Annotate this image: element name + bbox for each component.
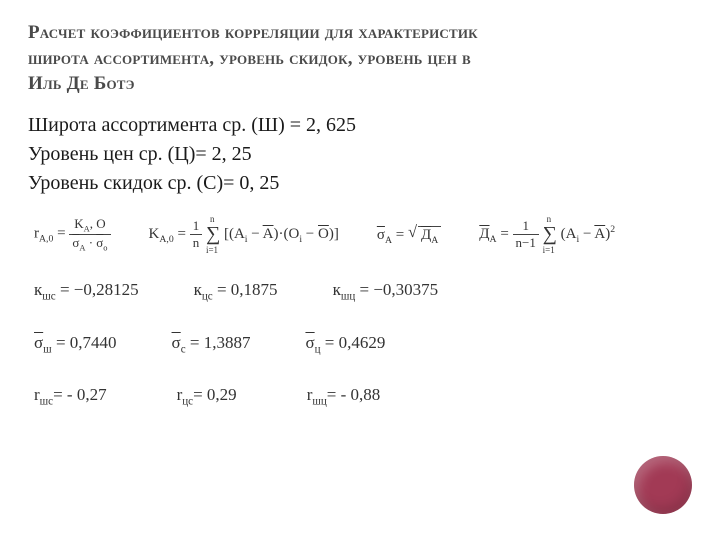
r-cs: rцс= 0,29 — [177, 385, 237, 407]
r-shc: rшц= - 0,88 — [307, 385, 381, 407]
formula-r: rA,0 = KA, O σA · σo — [34, 216, 111, 252]
slide-title: Расчет коэффициентов корреляции для хара… — [28, 20, 692, 97]
k-shc: кшц = −0,30375 — [333, 280, 439, 302]
formula-row-r-values: rшс= - 0,27 rцс= 0,29 rшц= - 0,88 — [28, 385, 692, 407]
sigma-ts: σц = 0,4629 — [305, 333, 385, 355]
k-cs: кцс = 0,1875 — [194, 280, 278, 302]
formula-sigma: σA = √ДA — [377, 222, 441, 246]
formula-row-k-values: кшс = −0,28125 кцс = 0,1875 кшц = −0,303… — [28, 280, 692, 302]
title-line-2: широта ассортимента, уровень скидок, уро… — [28, 48, 471, 69]
decorative-circle — [634, 456, 692, 514]
avg-discounts: Уровень скидок ср. (С)= 0, 25 — [28, 172, 279, 194]
formula-d: ДA = 1n−1 ∑ni=1 (Ai − A)2 — [479, 218, 615, 251]
formula-row-sigma-values: σш = 0,7440 σс = 1,3887 σц = 0,4629 — [28, 333, 692, 355]
averages-paragraph: Широта ассортимента ср. (Ш) = 2, 625 Уро… — [28, 111, 692, 198]
avg-width: Широта ассортимента ср. (Ш) = 2, 625 — [28, 114, 356, 136]
title-line-1: Расчет коэффициентов корреляции для хара… — [28, 22, 478, 43]
sigma-sh: σш = 0,7440 — [34, 333, 117, 355]
formula-row-definitions: rA,0 = KA, O σA · σo KA,0 = 1n ∑ni=1 [(A… — [28, 216, 692, 252]
r-shs: rшс= - 0,27 — [34, 385, 107, 407]
sigma-c: σс = 1,3887 — [172, 333, 251, 355]
avg-prices: Уровень цен ср. (Ц)= 2, 25 — [28, 143, 252, 165]
slide: Расчет коэффициентов корреляции для хара… — [0, 0, 720, 540]
k-shs: кшс = −0,28125 — [34, 280, 139, 302]
title-line-3: Иль Де Ботэ — [28, 73, 135, 94]
formula-k: KA,0 = 1n ∑ni=1 [(Ai − A)·(Oi − O)] — [149, 218, 339, 251]
